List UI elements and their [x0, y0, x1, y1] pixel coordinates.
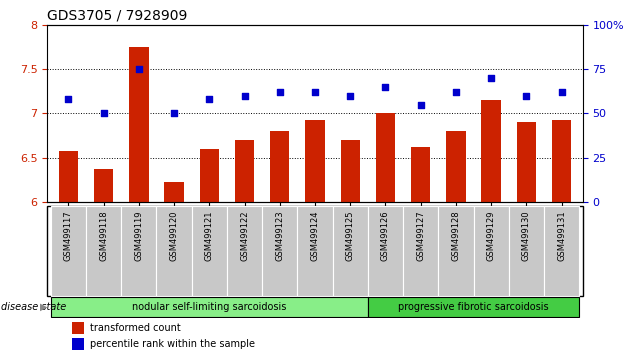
Point — [310, 89, 320, 95]
Point — [64, 96, 74, 102]
Point — [169, 110, 179, 116]
Bar — [164, 182, 184, 202]
Text: GDS3705 / 7928909: GDS3705 / 7928909 — [47, 8, 188, 22]
Text: GSM499124: GSM499124 — [311, 211, 319, 261]
Point — [381, 84, 391, 90]
Point — [416, 102, 426, 107]
Bar — [544, 206, 579, 296]
Point — [345, 93, 355, 98]
Bar — [51, 206, 86, 296]
Bar — [552, 120, 571, 202]
Bar — [368, 297, 579, 317]
Bar — [270, 131, 289, 202]
Point — [98, 110, 108, 116]
Bar — [121, 206, 156, 296]
Bar — [94, 169, 113, 202]
Bar — [375, 113, 395, 202]
Text: GSM499121: GSM499121 — [205, 211, 214, 261]
Bar — [59, 150, 78, 202]
Point — [486, 75, 496, 81]
Point — [239, 93, 249, 98]
Bar — [227, 206, 262, 296]
Bar — [156, 206, 192, 296]
Point — [522, 93, 532, 98]
Bar — [200, 149, 219, 202]
Bar — [368, 206, 403, 296]
Text: GSM499118: GSM499118 — [99, 211, 108, 261]
Bar — [297, 206, 333, 296]
Bar — [446, 131, 466, 202]
Text: GSM499126: GSM499126 — [381, 211, 390, 261]
Bar — [341, 140, 360, 202]
Bar — [86, 206, 121, 296]
Point — [451, 89, 461, 95]
Text: nodular self-limiting sarcoidosis: nodular self-limiting sarcoidosis — [132, 302, 287, 312]
Bar — [509, 206, 544, 296]
Point — [556, 89, 566, 95]
Text: GSM499129: GSM499129 — [486, 211, 496, 261]
Bar — [403, 206, 438, 296]
Bar — [306, 120, 324, 202]
Point — [134, 66, 144, 72]
Point — [204, 96, 214, 102]
Text: GSM499127: GSM499127 — [416, 211, 425, 261]
Text: GSM499122: GSM499122 — [240, 211, 249, 261]
Bar — [333, 206, 368, 296]
Text: GSM499128: GSM499128 — [452, 211, 461, 261]
Text: percentile rank within the sample: percentile rank within the sample — [90, 339, 255, 349]
Text: GSM499123: GSM499123 — [275, 211, 284, 261]
Text: GSM499131: GSM499131 — [557, 211, 566, 261]
Bar — [517, 122, 536, 202]
Text: GSM499117: GSM499117 — [64, 211, 73, 261]
Bar — [192, 206, 227, 296]
Bar — [481, 100, 501, 202]
Text: transformed count: transformed count — [90, 323, 181, 333]
Bar — [235, 140, 255, 202]
Bar — [262, 206, 297, 296]
Text: GSM499120: GSM499120 — [169, 211, 178, 261]
Text: GSM499130: GSM499130 — [522, 211, 531, 261]
Bar — [474, 206, 509, 296]
Bar — [438, 206, 474, 296]
Text: GSM499119: GSM499119 — [134, 211, 144, 261]
Bar — [51, 297, 368, 317]
Text: GSM499125: GSM499125 — [346, 211, 355, 261]
Text: ▶: ▶ — [40, 302, 47, 312]
Point — [275, 89, 285, 95]
Text: progressive fibrotic sarcoidosis: progressive fibrotic sarcoidosis — [398, 302, 549, 312]
Text: disease state: disease state — [1, 302, 67, 312]
Bar — [411, 147, 430, 202]
Bar — [129, 47, 149, 202]
